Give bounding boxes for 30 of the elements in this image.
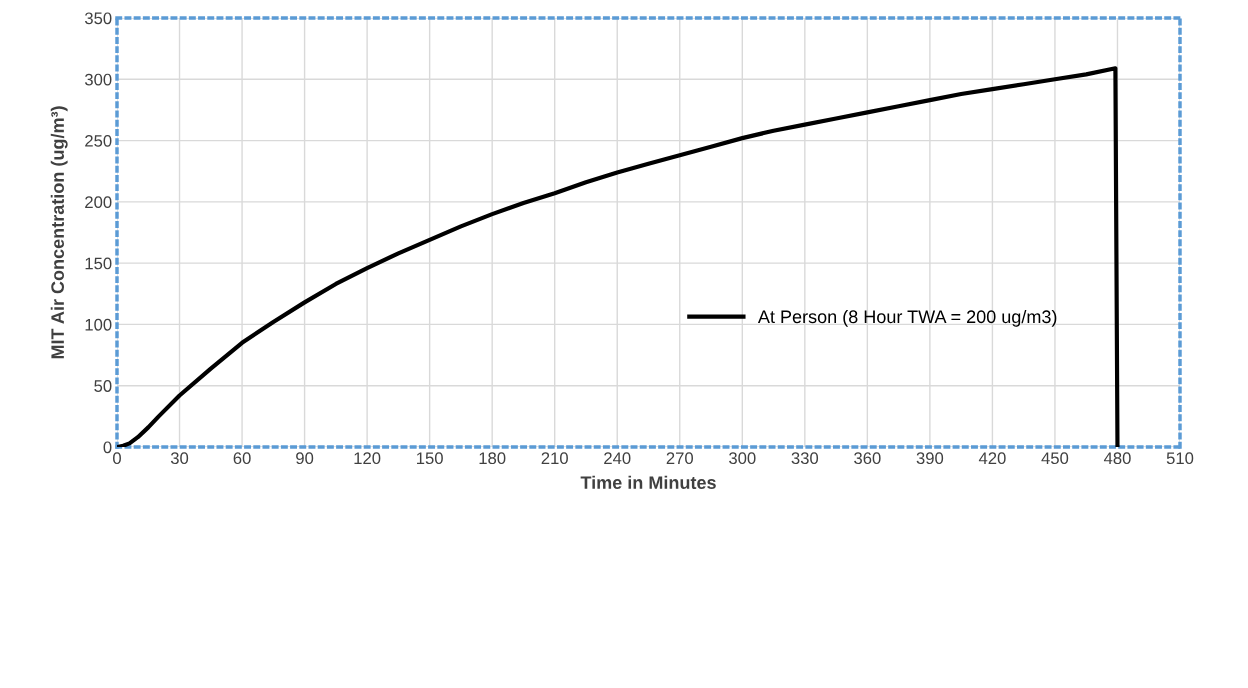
y-tick-label: 200: [85, 196, 112, 209]
x-tick-label: 510: [1166, 452, 1194, 465]
y-axis-title: MIT Air Concentration (ug/m³): [50, 106, 68, 359]
x-tick-label: 30: [170, 452, 189, 465]
line-series: [117, 66, 1120, 447]
x-tick-label: 330: [791, 452, 819, 465]
legend-label: At Person (8 Hour TWA = 200 ug/m3): [757, 309, 1057, 327]
x-tick-label: 450: [1041, 452, 1069, 465]
x-tick-label: 60: [233, 452, 251, 465]
y-tick-label: 350: [84, 12, 112, 25]
x-tick-label: 210: [541, 452, 568, 465]
x-tick-label: 150: [417, 452, 443, 465]
x-tick-label: 480: [1103, 452, 1131, 465]
y-tick-label: 250: [85, 134, 112, 147]
x-tick-label: 120: [354, 452, 381, 465]
x-tick-label: 180: [479, 452, 506, 465]
y-tick-label: 100: [85, 318, 112, 331]
y-tick-label: 0: [103, 441, 112, 454]
x-tick-label: 90: [296, 452, 314, 465]
x-tick-label: 0: [113, 452, 121, 465]
x-tick-label: 270: [666, 452, 694, 465]
y-tick-label: 300: [84, 73, 112, 86]
x-axis-title: Time in Minutes: [580, 475, 716, 489]
x-tick-label: 300: [729, 452, 756, 465]
x-tick-label: 420: [978, 452, 1006, 465]
y-tick-label: 150: [85, 257, 112, 270]
x-tick-label: 240: [604, 452, 631, 465]
x-tick-label: 360: [854, 452, 881, 465]
y-tick-label: 50: [94, 380, 112, 392]
x-tick-label: 390: [916, 452, 944, 465]
